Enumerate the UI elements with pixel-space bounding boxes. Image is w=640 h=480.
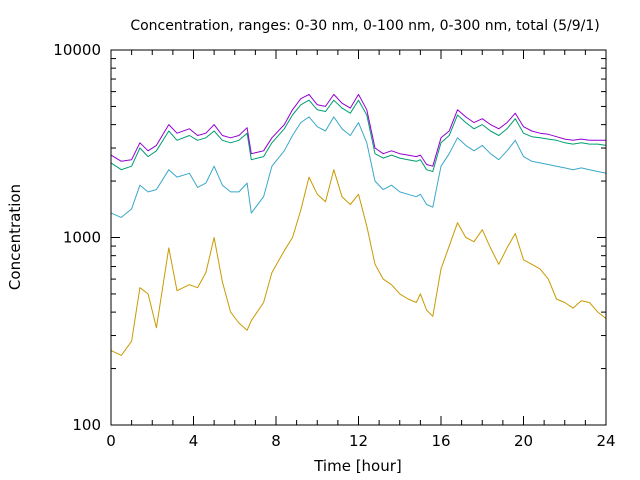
x-tick-label: 24: [596, 432, 615, 450]
y-tick-label: 100: [72, 416, 101, 434]
series-layer: [110, 93, 607, 356]
x-tick-label: 16: [431, 432, 450, 450]
x-tick-label: 0: [106, 432, 116, 450]
axis-layer: 0 4 8 12 16 20 24 100 1000 10000: [53, 41, 615, 450]
y-tick-label: 10000: [53, 41, 101, 59]
chart-title: Concentration, ranges: 0-30 nm, 0-100 nm…: [130, 18, 599, 34]
series-line-4: [110, 93, 606, 167]
series-line-1: [110, 169, 607, 356]
series-line-3: [110, 99, 607, 172]
y-axis-label: Concentration: [6, 184, 24, 290]
x-tick-label: 4: [189, 432, 199, 450]
plot-frame: [110, 49, 607, 426]
x-tick-label: 12: [349, 432, 368, 450]
x-tick-label: 8: [271, 432, 281, 450]
series-line-2: [110, 116, 607, 218]
y-tick-label: 1000: [63, 229, 101, 247]
x-axis-label: Time [hour]: [313, 457, 402, 475]
x-tick-label: 20: [514, 432, 533, 450]
